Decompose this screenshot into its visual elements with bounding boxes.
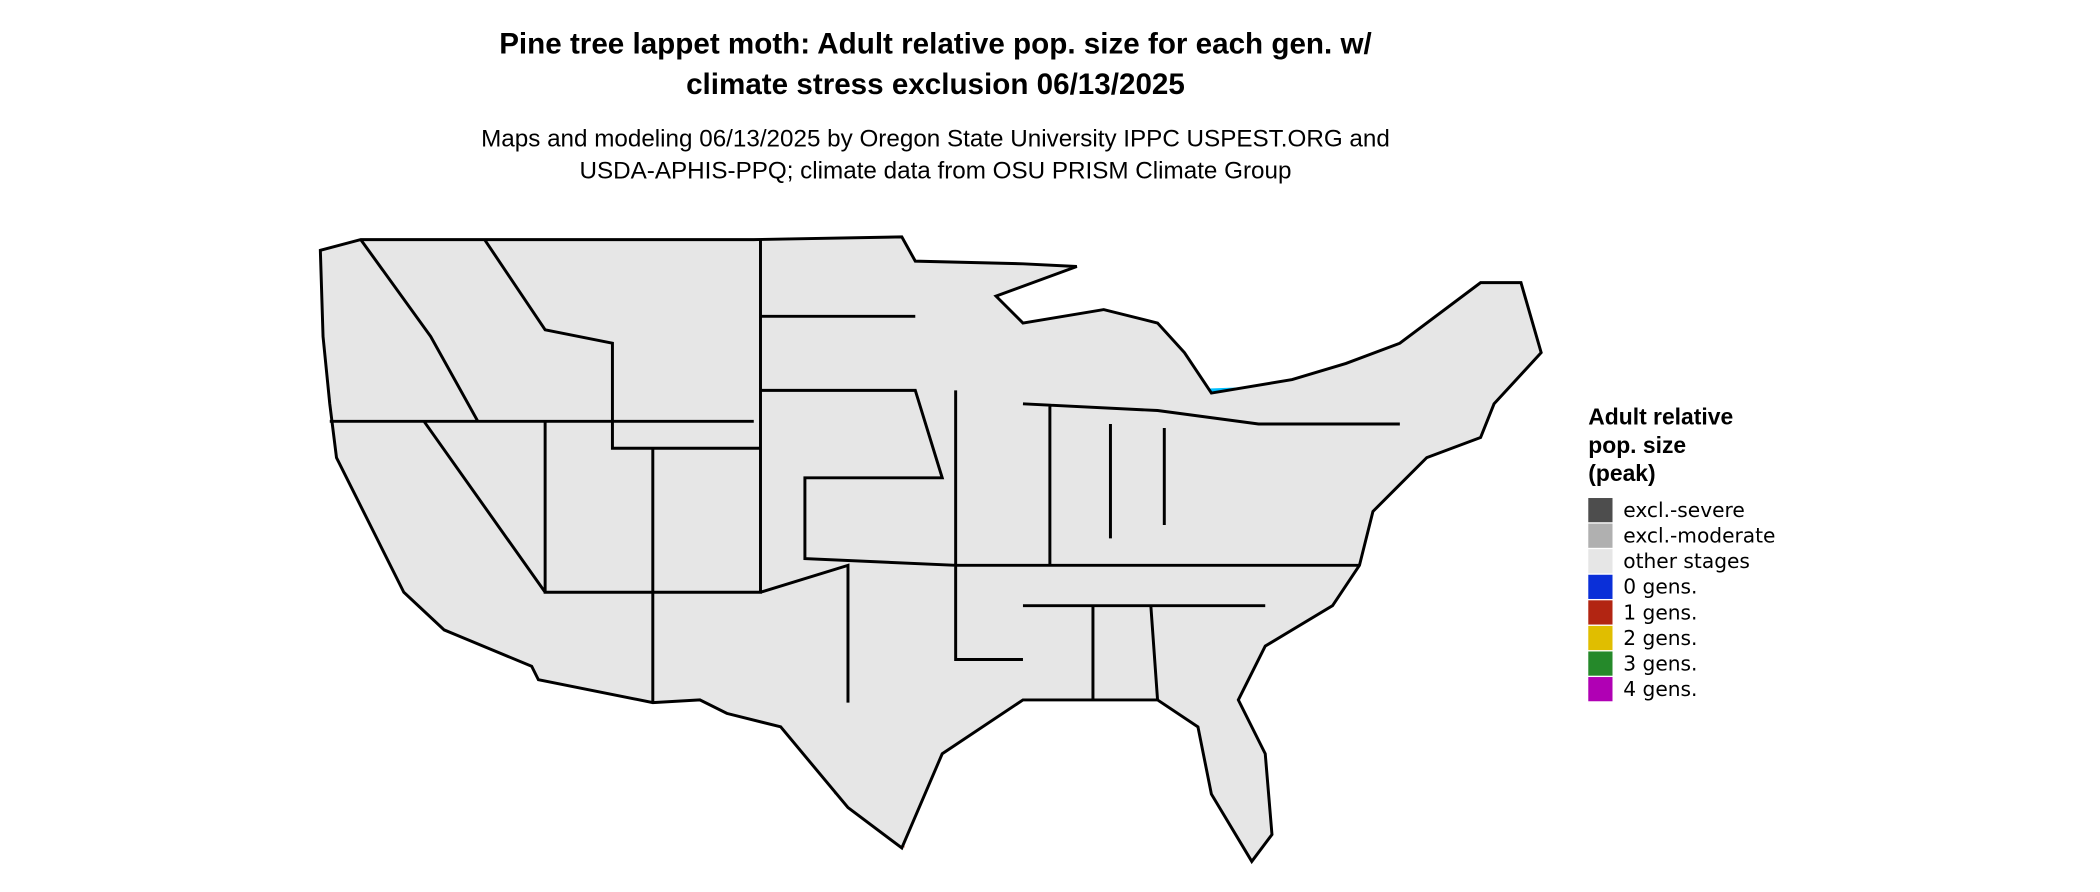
state-lines xyxy=(329,238,1400,703)
legend-swatch xyxy=(1588,549,1613,574)
legend-swatch xyxy=(1588,600,1613,625)
legend-label: 1 gens. xyxy=(1623,600,1697,624)
legend-title: pop. size xyxy=(1588,432,1686,458)
legend-title: (peak) xyxy=(1588,460,1655,486)
legend-label: 3 gens. xyxy=(1623,651,1697,675)
title: Pine tree lappet moth: Adult relative po… xyxy=(499,28,1372,61)
outline xyxy=(318,235,1543,863)
legend-label: excl.-severe xyxy=(1623,498,1745,522)
legend-label: 2 gens. xyxy=(1623,626,1697,650)
legend-swatch xyxy=(1588,625,1613,651)
legend-swatch xyxy=(1588,574,1613,599)
us-map xyxy=(318,235,1543,863)
legend-label: 0 gens. xyxy=(1623,575,1697,599)
legend-title: Adult relative xyxy=(1588,404,1733,430)
subtitle: Maps and modeling 06/13/2025 by Oregon S… xyxy=(481,125,1390,152)
title: climate stress exclusion 06/13/2025 xyxy=(686,68,1185,101)
legend-swatch xyxy=(1588,498,1613,523)
legend-swatch xyxy=(1588,677,1613,702)
legend-swatch xyxy=(1588,523,1613,548)
legend-label: other stages xyxy=(1623,549,1750,573)
legend-label: excl.-moderate xyxy=(1623,524,1775,548)
legend-swatch xyxy=(1588,651,1613,676)
legend-label: 4 gens. xyxy=(1623,677,1697,701)
subtitle: USDA-APHIS-PPQ; climate data from OSU PR… xyxy=(579,158,1291,185)
